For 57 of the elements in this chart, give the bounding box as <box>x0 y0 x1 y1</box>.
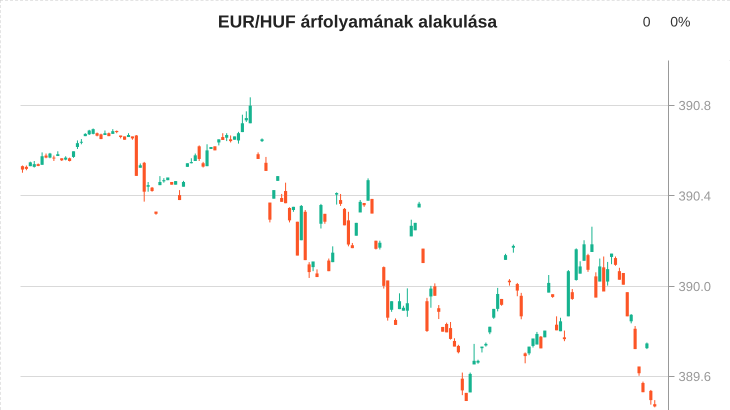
candlestick <box>264 156 268 172</box>
candlestick <box>570 288 574 300</box>
candlestick <box>268 202 272 223</box>
candlestick <box>284 182 288 204</box>
candlestick <box>358 200 362 213</box>
candlestick <box>327 258 330 272</box>
candlestick <box>606 261 610 286</box>
candlestick <box>390 300 394 312</box>
candlestick <box>649 389 652 406</box>
text: 0% <box>670 14 690 30</box>
candlestick <box>429 285 432 308</box>
candlestick <box>598 258 602 282</box>
candlestick <box>448 321 452 340</box>
candlestick <box>198 144 201 162</box>
y-tick-label: 390.8 <box>678 98 712 114</box>
y-tick-label: 390.4 <box>678 188 712 204</box>
candlestick <box>308 262 311 278</box>
chart-title: EUR/HUF árfolyamának alakulása <box>218 12 498 32</box>
y-tick-label: 390.0 <box>678 278 712 294</box>
candlestick <box>335 192 338 206</box>
candlestick <box>288 206 292 223</box>
candlestick <box>366 178 370 202</box>
y-tick-label: 389.6 <box>678 369 712 384</box>
candlestick <box>582 240 586 262</box>
candlestick <box>472 343 476 365</box>
candlestick <box>240 114 244 133</box>
candlestick <box>610 253 614 265</box>
candlestick <box>468 372 472 393</box>
candlestick <box>331 246 334 263</box>
candlestick <box>205 144 209 167</box>
candlestick <box>40 152 44 166</box>
candlestick <box>437 304 440 320</box>
candlestick <box>421 248 425 264</box>
candlestick <box>590 226 594 252</box>
candlestick <box>319 203 323 229</box>
candlestick <box>406 288 409 318</box>
candlestick <box>594 272 598 298</box>
candlestick <box>516 282 519 297</box>
candlestick <box>535 331 539 346</box>
candlestick <box>398 292 402 310</box>
candlestick <box>520 292 523 320</box>
candlestick <box>614 256 618 266</box>
candlestick <box>555 316 558 331</box>
candlestick <box>433 282 436 296</box>
candlestick <box>618 267 621 280</box>
candlestick <box>634 326 637 350</box>
candlestick <box>146 181 150 192</box>
text: 0 <box>642 14 651 30</box>
candlestick <box>236 131 240 144</box>
candlestick <box>558 317 562 332</box>
candlestick <box>547 274 550 294</box>
candlestick <box>339 193 342 206</box>
candlestick <box>410 219 413 237</box>
candlestick <box>539 335 542 349</box>
candlestick <box>630 314 633 324</box>
candlestick <box>248 96 252 124</box>
candlestick <box>586 253 590 272</box>
